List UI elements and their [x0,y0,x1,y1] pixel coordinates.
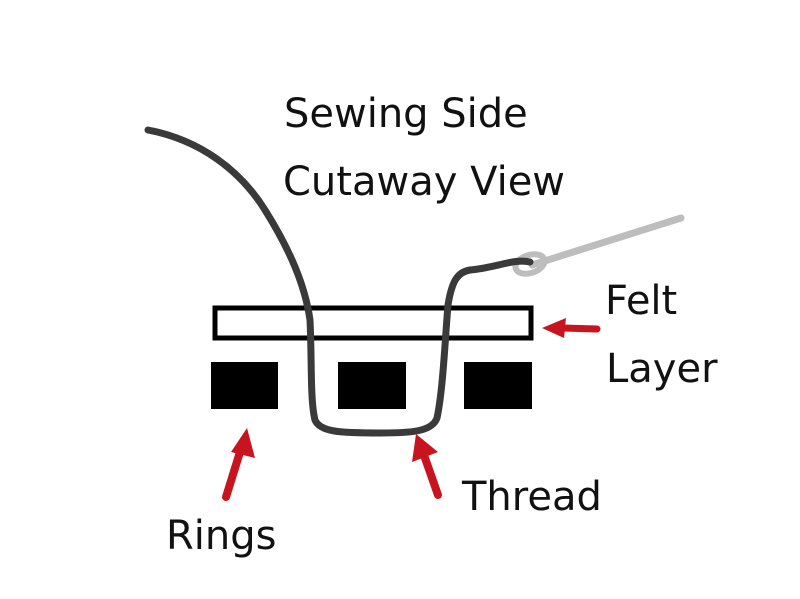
thread [144,126,534,437]
thread-arrow [412,434,442,499]
felt-layer [212,305,534,341]
rings-label: Rings [166,513,277,559]
ring-left [211,362,278,409]
thread-label: Thread [462,474,602,520]
felt-layer-label-line-1: Felt [605,278,678,324]
ring-middle [338,362,406,409]
felt-arrow [542,318,601,338]
rings-arrow [222,428,255,501]
diagram-title-line-1: Sewing Side [284,91,528,137]
felt-layer-label-line-2: Layer [606,346,718,392]
diagram-title-line-2: Cutaway View [283,159,566,205]
needle [512,214,685,277]
ring-right [464,362,532,409]
